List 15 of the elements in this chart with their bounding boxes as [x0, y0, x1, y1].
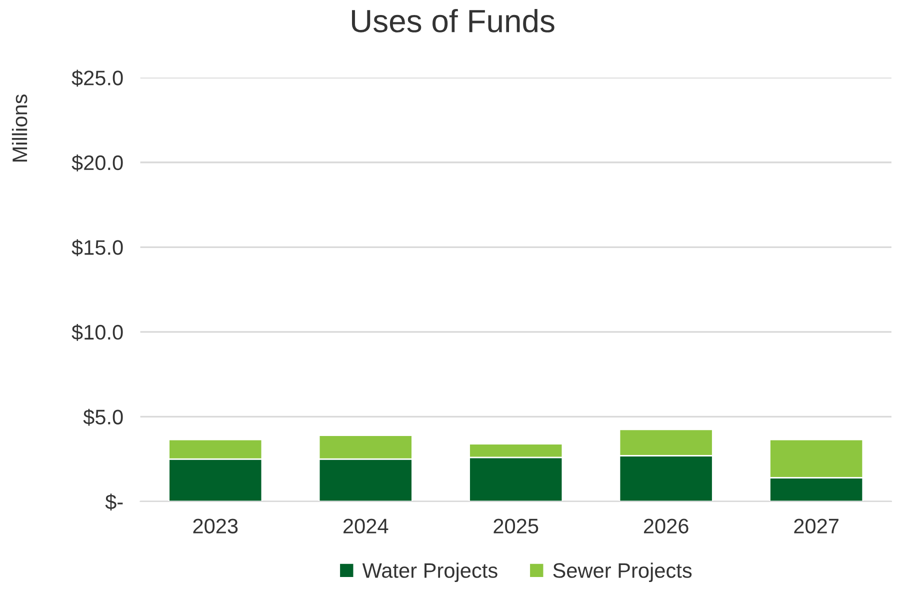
y-axis-title: Millions	[12, 94, 28, 162]
y-tick-label: $10.0	[72, 324, 123, 341]
y-tick-label: $15.0	[72, 239, 123, 256]
x-tick-label: 2027	[794, 518, 838, 534]
y-tick-label: $-	[105, 494, 123, 510]
y-tick-label: $20.0	[72, 154, 123, 172]
x-tick-label: 2023	[193, 518, 238, 534]
y-tick-label: $25.0	[72, 70, 123, 87]
chart-title: Uses of Funds	[352, 8, 554, 32]
legend-label: Water Projects	[362, 562, 498, 582]
x-tick-label: 2024	[344, 518, 388, 534]
x-tick-label: 2025	[494, 518, 538, 534]
legend-label: Sewer Projects	[553, 562, 692, 582]
x-tick-label: 2026	[644, 518, 688, 534]
y-tick-label: $5.0	[83, 408, 123, 426]
